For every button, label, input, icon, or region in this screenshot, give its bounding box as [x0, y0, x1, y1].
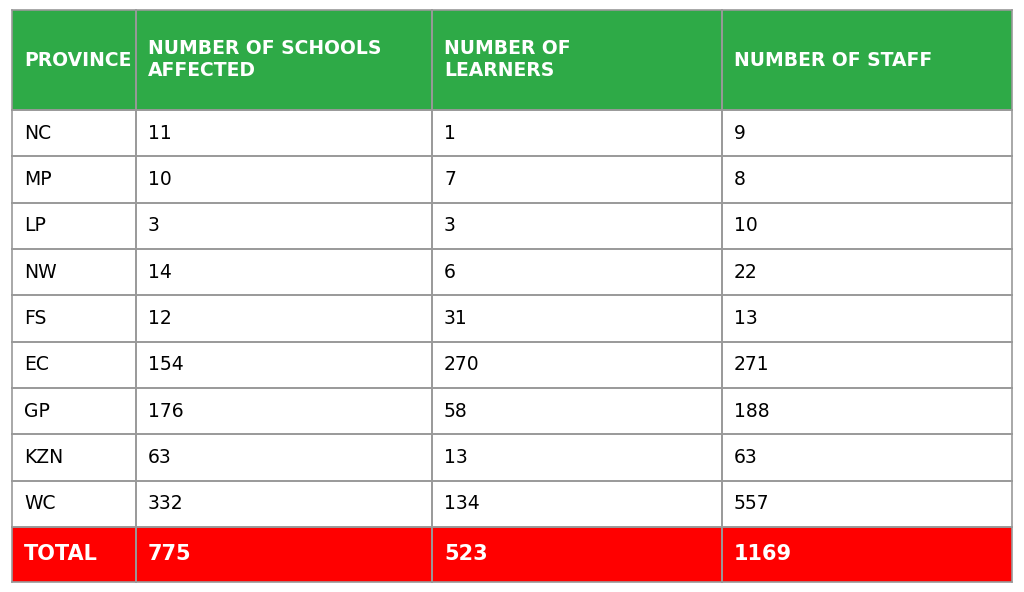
Text: 7: 7: [444, 170, 456, 189]
Bar: [12, 481, 136, 527]
Text: NW: NW: [24, 263, 56, 282]
Text: 332: 332: [148, 494, 183, 513]
Text: FS: FS: [24, 309, 46, 328]
Text: NUMBER OF STAFF: NUMBER OF STAFF: [734, 50, 932, 69]
Bar: [432, 295, 722, 342]
Text: 14: 14: [148, 263, 172, 282]
Text: KZN: KZN: [24, 448, 63, 467]
Text: 1: 1: [444, 124, 456, 143]
Bar: [722, 249, 1012, 295]
Bar: [12, 388, 136, 435]
Bar: [136, 10, 432, 110]
Bar: [432, 10, 722, 110]
Text: MP: MP: [24, 170, 51, 189]
Bar: [12, 10, 136, 110]
Text: EC: EC: [24, 355, 49, 374]
Bar: [136, 342, 432, 388]
Text: 11: 11: [148, 124, 172, 143]
Text: WC: WC: [24, 494, 55, 513]
Bar: [722, 295, 1012, 342]
Bar: [136, 435, 432, 481]
Bar: [432, 249, 722, 295]
Bar: [136, 202, 432, 249]
Text: NUMBER OF SCHOOLS
AFFECTED: NUMBER OF SCHOOLS AFFECTED: [148, 40, 381, 81]
Text: 3: 3: [148, 216, 160, 236]
Bar: [136, 388, 432, 435]
Text: 3: 3: [444, 216, 456, 236]
Text: 10: 10: [734, 216, 758, 236]
Text: 1169: 1169: [734, 545, 793, 565]
Bar: [12, 156, 136, 202]
Text: 271: 271: [734, 355, 770, 374]
Text: TOTAL: TOTAL: [24, 545, 98, 565]
Bar: [136, 110, 432, 156]
Bar: [12, 202, 136, 249]
Bar: [432, 202, 722, 249]
Text: 10: 10: [148, 170, 172, 189]
Bar: [136, 249, 432, 295]
Text: 523: 523: [444, 545, 487, 565]
Text: 22: 22: [734, 263, 758, 282]
Text: 775: 775: [148, 545, 191, 565]
Text: 270: 270: [444, 355, 479, 374]
Text: 154: 154: [148, 355, 183, 374]
Text: 176: 176: [148, 401, 183, 421]
Bar: [136, 527, 432, 582]
Text: 13: 13: [734, 309, 758, 328]
Text: 12: 12: [148, 309, 172, 328]
Text: 557: 557: [734, 494, 770, 513]
Bar: [432, 110, 722, 156]
Bar: [136, 481, 432, 527]
Text: GP: GP: [24, 401, 50, 421]
Bar: [722, 527, 1012, 582]
Text: 134: 134: [444, 494, 480, 513]
Bar: [722, 10, 1012, 110]
Text: PROVINCE: PROVINCE: [24, 50, 131, 69]
Bar: [432, 527, 722, 582]
Text: 8: 8: [734, 170, 745, 189]
Bar: [722, 156, 1012, 202]
Bar: [12, 435, 136, 481]
Bar: [432, 481, 722, 527]
Text: 9: 9: [734, 124, 745, 143]
Text: 13: 13: [444, 448, 468, 467]
Text: 63: 63: [734, 448, 758, 467]
Bar: [12, 295, 136, 342]
Bar: [722, 342, 1012, 388]
Bar: [432, 435, 722, 481]
Text: 31: 31: [444, 309, 468, 328]
Bar: [432, 156, 722, 202]
Text: NUMBER OF
LEARNERS: NUMBER OF LEARNERS: [444, 40, 570, 81]
Bar: [136, 295, 432, 342]
Text: 6: 6: [444, 263, 456, 282]
Text: 63: 63: [148, 448, 172, 467]
Bar: [432, 388, 722, 435]
Bar: [12, 342, 136, 388]
Bar: [12, 110, 136, 156]
Text: NC: NC: [24, 124, 51, 143]
Text: LP: LP: [24, 216, 46, 236]
Bar: [136, 156, 432, 202]
Bar: [722, 481, 1012, 527]
Bar: [722, 435, 1012, 481]
Bar: [722, 110, 1012, 156]
Text: 188: 188: [734, 401, 770, 421]
Bar: [432, 342, 722, 388]
Bar: [722, 202, 1012, 249]
Bar: [722, 388, 1012, 435]
Bar: [12, 527, 136, 582]
Bar: [12, 249, 136, 295]
Text: 58: 58: [444, 401, 468, 421]
